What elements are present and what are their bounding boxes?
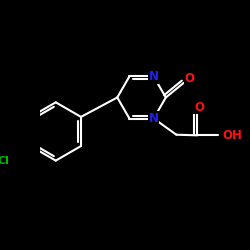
Text: N: N [149,70,159,83]
Text: N: N [149,112,159,125]
Text: OH: OH [222,129,242,142]
Text: O: O [184,72,194,85]
Text: O: O [194,101,204,114]
Text: Cl: Cl [0,156,9,166]
